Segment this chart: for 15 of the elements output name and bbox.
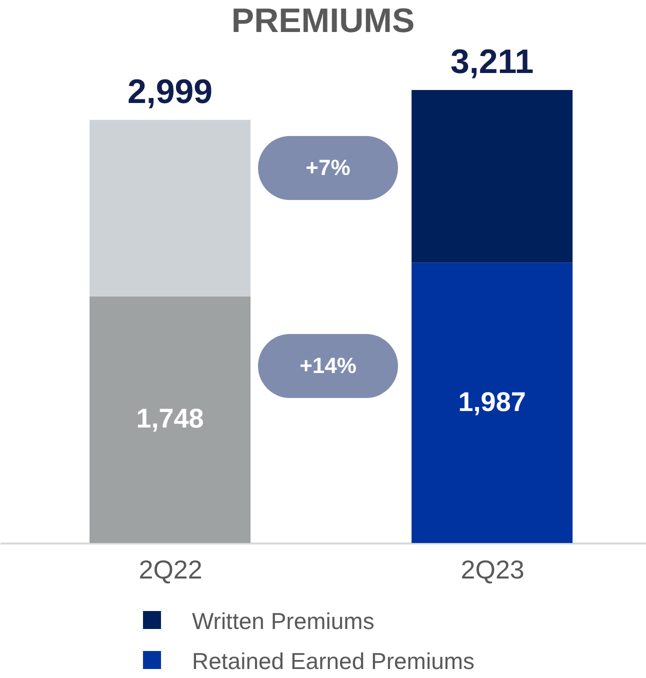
annotation: +7% bbox=[306, 155, 350, 180]
bar bbox=[412, 90, 573, 263]
bar bbox=[90, 120, 251, 296]
x-tick-label: 2Q22 bbox=[138, 554, 202, 584]
chart-title: PREMIUMS bbox=[231, 2, 415, 40]
bar bbox=[412, 262, 573, 543]
annotation: +14% bbox=[300, 353, 356, 378]
x-tick-label: 2Q23 bbox=[460, 554, 524, 584]
legend-label: Written Premiums bbox=[192, 608, 374, 634]
total-label: 2,999 bbox=[127, 72, 213, 111]
bar bbox=[90, 296, 251, 543]
legend-label: Retained Earned Premiums bbox=[192, 648, 475, 674]
data-label: 1,987 bbox=[458, 386, 526, 417]
data-label: 1,748 bbox=[136, 404, 204, 434]
total-label: 3,211 bbox=[450, 43, 534, 81]
